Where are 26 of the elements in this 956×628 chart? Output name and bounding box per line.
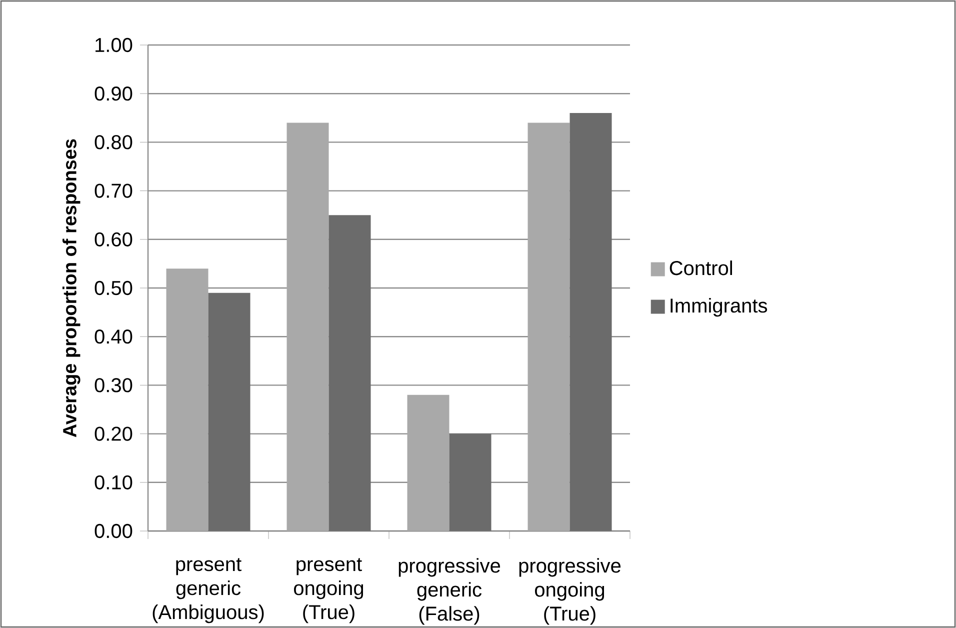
bar <box>208 292 250 531</box>
y-tick-label: 0.90 <box>94 86 132 101</box>
y-tick-label: 0.20 <box>94 426 132 441</box>
bar <box>286 122 329 531</box>
y-tick-label: 0.80 <box>94 135 132 150</box>
y-tick-label: 0.30 <box>94 378 132 392</box>
bar <box>570 113 612 531</box>
x-tick-label: progressive ongoing (True) <box>519 558 621 625</box>
bar <box>528 122 570 531</box>
legend-label: Immigrants <box>670 298 768 317</box>
y-tick-label: 0.70 <box>94 184 132 198</box>
legend-label: Control <box>670 260 732 276</box>
bar <box>407 394 450 531</box>
y-axis-title: Average proportion of responses <box>62 139 80 438</box>
bar <box>328 215 371 531</box>
x-tick-label: present ongoing (True) <box>294 558 364 624</box>
y-tick-label: 0.40 <box>94 330 132 344</box>
y-tick-label: 1.00 <box>96 38 132 52</box>
x-tick-label: present generic (Ambiguous) <box>152 558 264 624</box>
y-tick-label: 0.50 <box>94 280 132 296</box>
y-tick-label: 0.60 <box>94 232 132 246</box>
bar <box>166 268 208 531</box>
x-tick-label: progressive generic (False) <box>398 558 500 625</box>
bar <box>449 434 492 531</box>
y-tick-label: 0.10 <box>94 475 132 490</box>
y-tick-label: 0.00 <box>94 524 132 538</box>
